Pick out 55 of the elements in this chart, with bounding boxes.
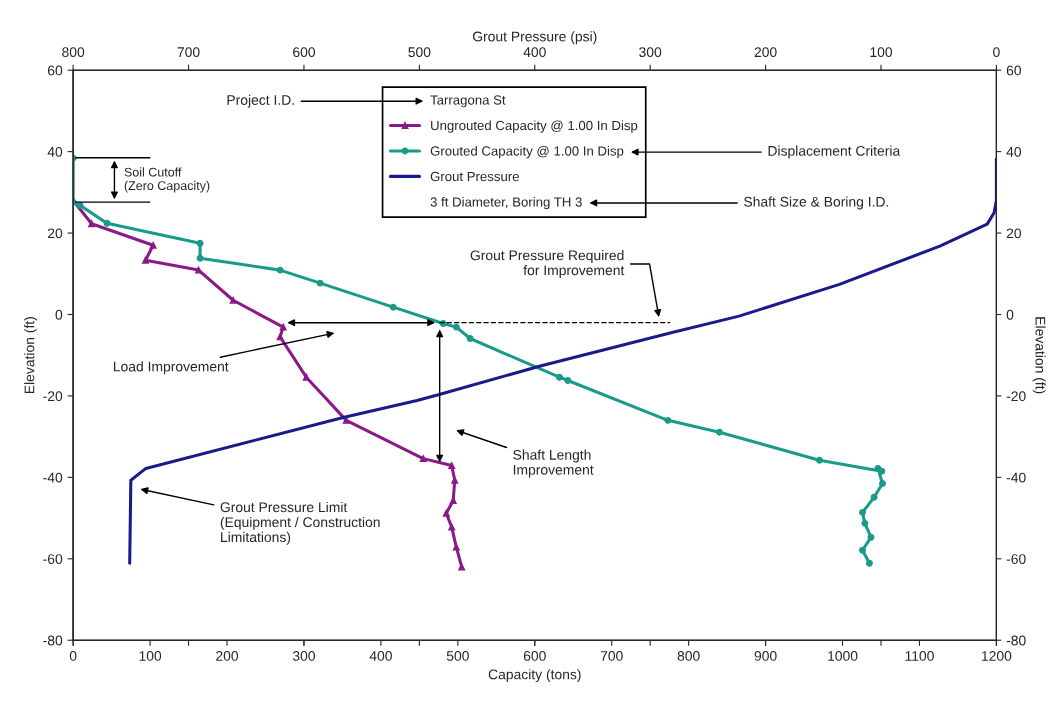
x2-tick-label: 700: [177, 47, 200, 58]
y-tick-label: 20: [47, 228, 63, 239]
annotation: Grout Pressure Required for Improvement: [470, 250, 625, 278]
annotation: Grout Pressure Limit (Equipment / Construction Limitations): [220, 501, 380, 545]
x-tick-label: 0: [69, 651, 77, 661]
annotation: Load Improvement: [113, 361, 229, 375]
y2-tick-label: -80: [1006, 635, 1026, 646]
x2-tick-label: 300: [639, 47, 662, 58]
x-tick-label: 1100: [905, 651, 934, 661]
y2-axis-title: Elevation (ft): [1032, 317, 1046, 394]
y-tick-label: -80: [43, 635, 63, 646]
y2-tick-label: 0: [1006, 309, 1014, 320]
annotation: 3 ft Diameter, Boring TH 3: [430, 196, 582, 210]
x2-tick-label: 500: [408, 47, 431, 58]
x-tick-label: 900: [754, 651, 777, 661]
x-axis-title: Capacity (tons): [488, 669, 581, 683]
x-tick-label: 300: [292, 651, 315, 661]
x2-tick-label: 100: [870, 47, 893, 58]
y-tick-label: -60: [43, 554, 63, 564]
x2-tick-label: 600: [293, 47, 315, 58]
y-tick-label: 60: [47, 65, 63, 76]
x-tick-label: 200: [216, 651, 239, 661]
y-tick-label: 40: [47, 146, 63, 157]
y2-tick-label: 60: [1006, 65, 1022, 76]
x-tick-label: 600: [523, 651, 546, 661]
x-tick-label: 700: [600, 651, 623, 661]
x-tick-label: 800: [677, 651, 700, 661]
annotation: Shaft Length Improvement: [513, 449, 594, 478]
legend-label: Ungrouted Capacity @ 1.00 In Disp: [431, 120, 638, 133]
x2-tick-label: 400: [523, 47, 546, 58]
y-tick-label: -40: [43, 472, 63, 483]
x2-tick-label: 800: [62, 47, 85, 58]
x2-tick-label: 200: [754, 47, 777, 58]
x2-tick-label: 0: [993, 47, 1000, 58]
y-axis-title: Elevation (ft): [24, 317, 38, 394]
y-tick-label: 0: [55, 309, 63, 320]
annotation: Shaft Size & Boring I.D.: [744, 196, 889, 210]
y2-tick-label: -40: [1006, 472, 1026, 483]
annotation: Project I.D.: [227, 94, 294, 108]
y2-tick-label: 20: [1006, 228, 1022, 239]
annotation: Soil Cutoff (Zero Capacity): [124, 167, 210, 193]
legend-label: Grout Pressure: [430, 171, 519, 182]
y2-tick-label: 40: [1006, 146, 1022, 157]
x-tick-label: 100: [139, 651, 162, 661]
x2-axis-title: Grout Pressure (psi): [472, 31, 597, 45]
y-tick-label: -20: [43, 391, 63, 402]
legend-label: Grouted Capacity @ 1.00 In Disp: [430, 145, 624, 159]
x-tick-label: 1200: [982, 651, 1012, 661]
y2-tick-label: -60: [1006, 554, 1026, 564]
annotation: Displacement Criteria: [768, 145, 901, 159]
y2-tick-label: -20: [1006, 391, 1026, 402]
annotation: Tarragona St: [430, 95, 506, 108]
x-tick-label: 1000: [828, 651, 858, 661]
x-tick-label: 400: [369, 651, 392, 661]
x-tick-label: 500: [446, 651, 469, 661]
